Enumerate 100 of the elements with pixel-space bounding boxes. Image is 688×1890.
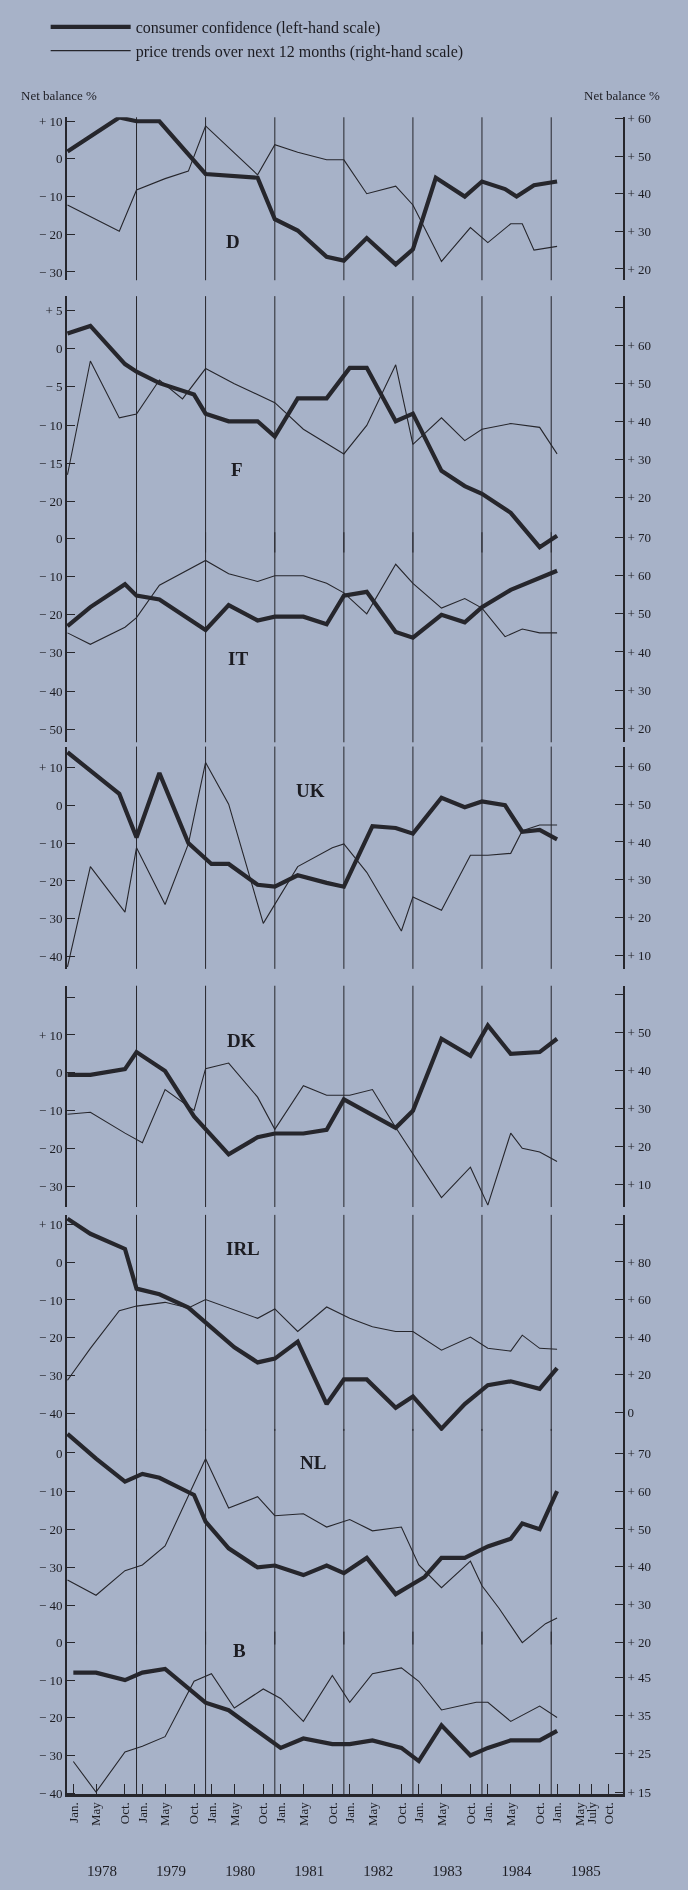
x-tick-label: Oct. <box>117 1802 133 1825</box>
y-tick-label: − 30 <box>38 1747 63 1763</box>
text: IT <box>228 648 249 669</box>
y2-tick-label: + 20 <box>627 261 652 277</box>
x-tick-label: May <box>295 1801 311 1826</box>
x2-tick-label: 1978 <box>86 1863 117 1880</box>
y2-tick-label: + 60 <box>627 1483 652 1499</box>
y-tick-label: − 20 <box>38 226 63 242</box>
legend-label: consumer confidence (left-hand scale) <box>135 19 381 38</box>
y-tick-label: − 30 <box>38 1179 63 1195</box>
y2-tick-label: + 40 <box>627 1063 652 1079</box>
y-tick-label: + 5 <box>45 303 63 319</box>
y-tick-label: − 20 <box>38 493 63 509</box>
y2-tick-label: + 70 <box>627 1445 652 1461</box>
y-tick-label: − 10 <box>38 835 63 851</box>
y-tick-label: − 20 <box>38 607 63 623</box>
y-tick-label: 0 <box>56 1065 63 1081</box>
y-tick-label: − 30 <box>38 1368 63 1384</box>
y2-tick-label: + 30 <box>627 1101 652 1117</box>
y-tick-label: − 10 <box>38 1672 63 1688</box>
x-tick-label: May <box>226 1801 242 1826</box>
text: DK <box>227 1030 256 1051</box>
y-tick-label: − 30 <box>38 1559 63 1575</box>
y-axis-title: Net balance % <box>21 88 97 103</box>
y-tick-label: − 30 <box>38 264 63 280</box>
y-tick-label: 0 <box>56 341 63 357</box>
y2-tick-label: + 25 <box>627 1746 652 1762</box>
y2-tick-label: + 30 <box>627 452 652 468</box>
y-tick-label: − 20 <box>38 1330 63 1346</box>
y2-tick-label: + 35 <box>627 1708 652 1724</box>
text: UK <box>296 780 325 801</box>
y-tick-label: − 40 <box>38 949 63 965</box>
y2-tick-label: + 70 <box>627 530 652 546</box>
x-tick-label: May <box>364 1801 380 1826</box>
x2-tick-label: 1982 <box>363 1863 394 1880</box>
y2-tick-label: + 40 <box>627 414 652 430</box>
y-tick-label: + 10 <box>38 1216 63 1232</box>
x-tick-label: Jan. <box>65 1802 81 1823</box>
text: D <box>226 231 240 252</box>
y2-tick-label: + 40 <box>627 834 652 850</box>
x-tick-label: Oct. <box>462 1802 478 1825</box>
y-tick-label: + 10 <box>38 113 63 129</box>
x-tick-label: Oct. <box>255 1802 271 1825</box>
y2-axis-title: Net balance % <box>584 88 660 103</box>
x2-tick-label: 1983 <box>432 1863 463 1880</box>
y-tick-label: − 40 <box>38 683 63 699</box>
y-tick-label: 0 <box>56 151 63 167</box>
y2-tick-label: + 30 <box>627 872 652 888</box>
y-tick-label: − 20 <box>38 1710 63 1726</box>
x-tick-label: Oct. <box>393 1802 409 1825</box>
y2-tick-label: + 45 <box>627 1670 652 1686</box>
y-tick-label: − 50 <box>38 721 63 737</box>
x-tick-label: May <box>433 1801 449 1826</box>
y2-tick-label: + 10 <box>627 1176 652 1192</box>
x-tick-label: Jan. <box>549 1802 565 1823</box>
x2-tick-label: 1979 <box>155 1863 186 1880</box>
x-tick-label: Oct. <box>600 1802 616 1825</box>
y2-tick-label: + 10 <box>627 948 652 964</box>
y-tick-label: 0 <box>56 797 63 813</box>
y2-tick-label: + 20 <box>627 1367 652 1383</box>
x2-tick-label: 1984 <box>501 1863 533 1880</box>
y-tick-label: − 40 <box>38 1406 63 1422</box>
y2-tick-label: + 20 <box>627 720 652 736</box>
x-tick-label: May <box>88 1801 104 1826</box>
x-tick-label: Jan. <box>203 1802 219 1823</box>
y-tick-label: − 10 <box>38 1103 63 1119</box>
y2-tick-label: + 60 <box>627 758 652 774</box>
y2-tick-label: + 60 <box>627 110 652 126</box>
x-tick-label: May <box>157 1801 173 1826</box>
y2-tick-label: + 50 <box>627 796 652 812</box>
x-tick-label: Jan. <box>341 1802 357 1823</box>
text: IRL <box>226 1238 260 1259</box>
y2-tick-label: + 20 <box>627 1635 652 1651</box>
y-tick-label: 0 <box>56 1254 63 1270</box>
y2-tick-label: + 30 <box>627 1597 652 1613</box>
y2-tick-label: + 40 <box>627 1559 652 1575</box>
y2-tick-label: + 40 <box>627 186 652 202</box>
y2-tick-label: + 30 <box>627 223 652 239</box>
x2-tick-label: 1980 <box>225 1863 256 1880</box>
y2-tick-label: + 60 <box>627 568 652 584</box>
x-tick-label: Jan. <box>480 1802 496 1823</box>
y-tick-label: − 20 <box>38 1521 63 1537</box>
y-tick-label: − 5 <box>45 379 63 395</box>
chart-title: B <box>233 1640 246 1661</box>
text: NL <box>300 1452 327 1473</box>
x2-tick-label: 1981 <box>294 1863 325 1880</box>
x-tick-label: Jan. <box>411 1802 427 1823</box>
y2-tick-label: + 80 <box>627 1254 652 1270</box>
y-tick-label: 0 <box>56 530 63 546</box>
y2-tick-label: + 15 <box>627 1784 652 1800</box>
y-tick-label: 0 <box>56 1635 63 1651</box>
y-tick-label: − 10 <box>38 569 63 585</box>
y2-tick-label: + 60 <box>627 338 652 354</box>
y2-tick-label: + 40 <box>627 1329 652 1345</box>
y-tick-label: − 30 <box>38 911 63 927</box>
x2-tick-label: 1985 <box>570 1863 601 1880</box>
y-tick-label: − 40 <box>38 1785 63 1801</box>
y-tick-label: + 10 <box>38 1027 63 1043</box>
y-tick-label: − 10 <box>38 1292 63 1308</box>
y2-tick-label: + 50 <box>627 1521 652 1537</box>
